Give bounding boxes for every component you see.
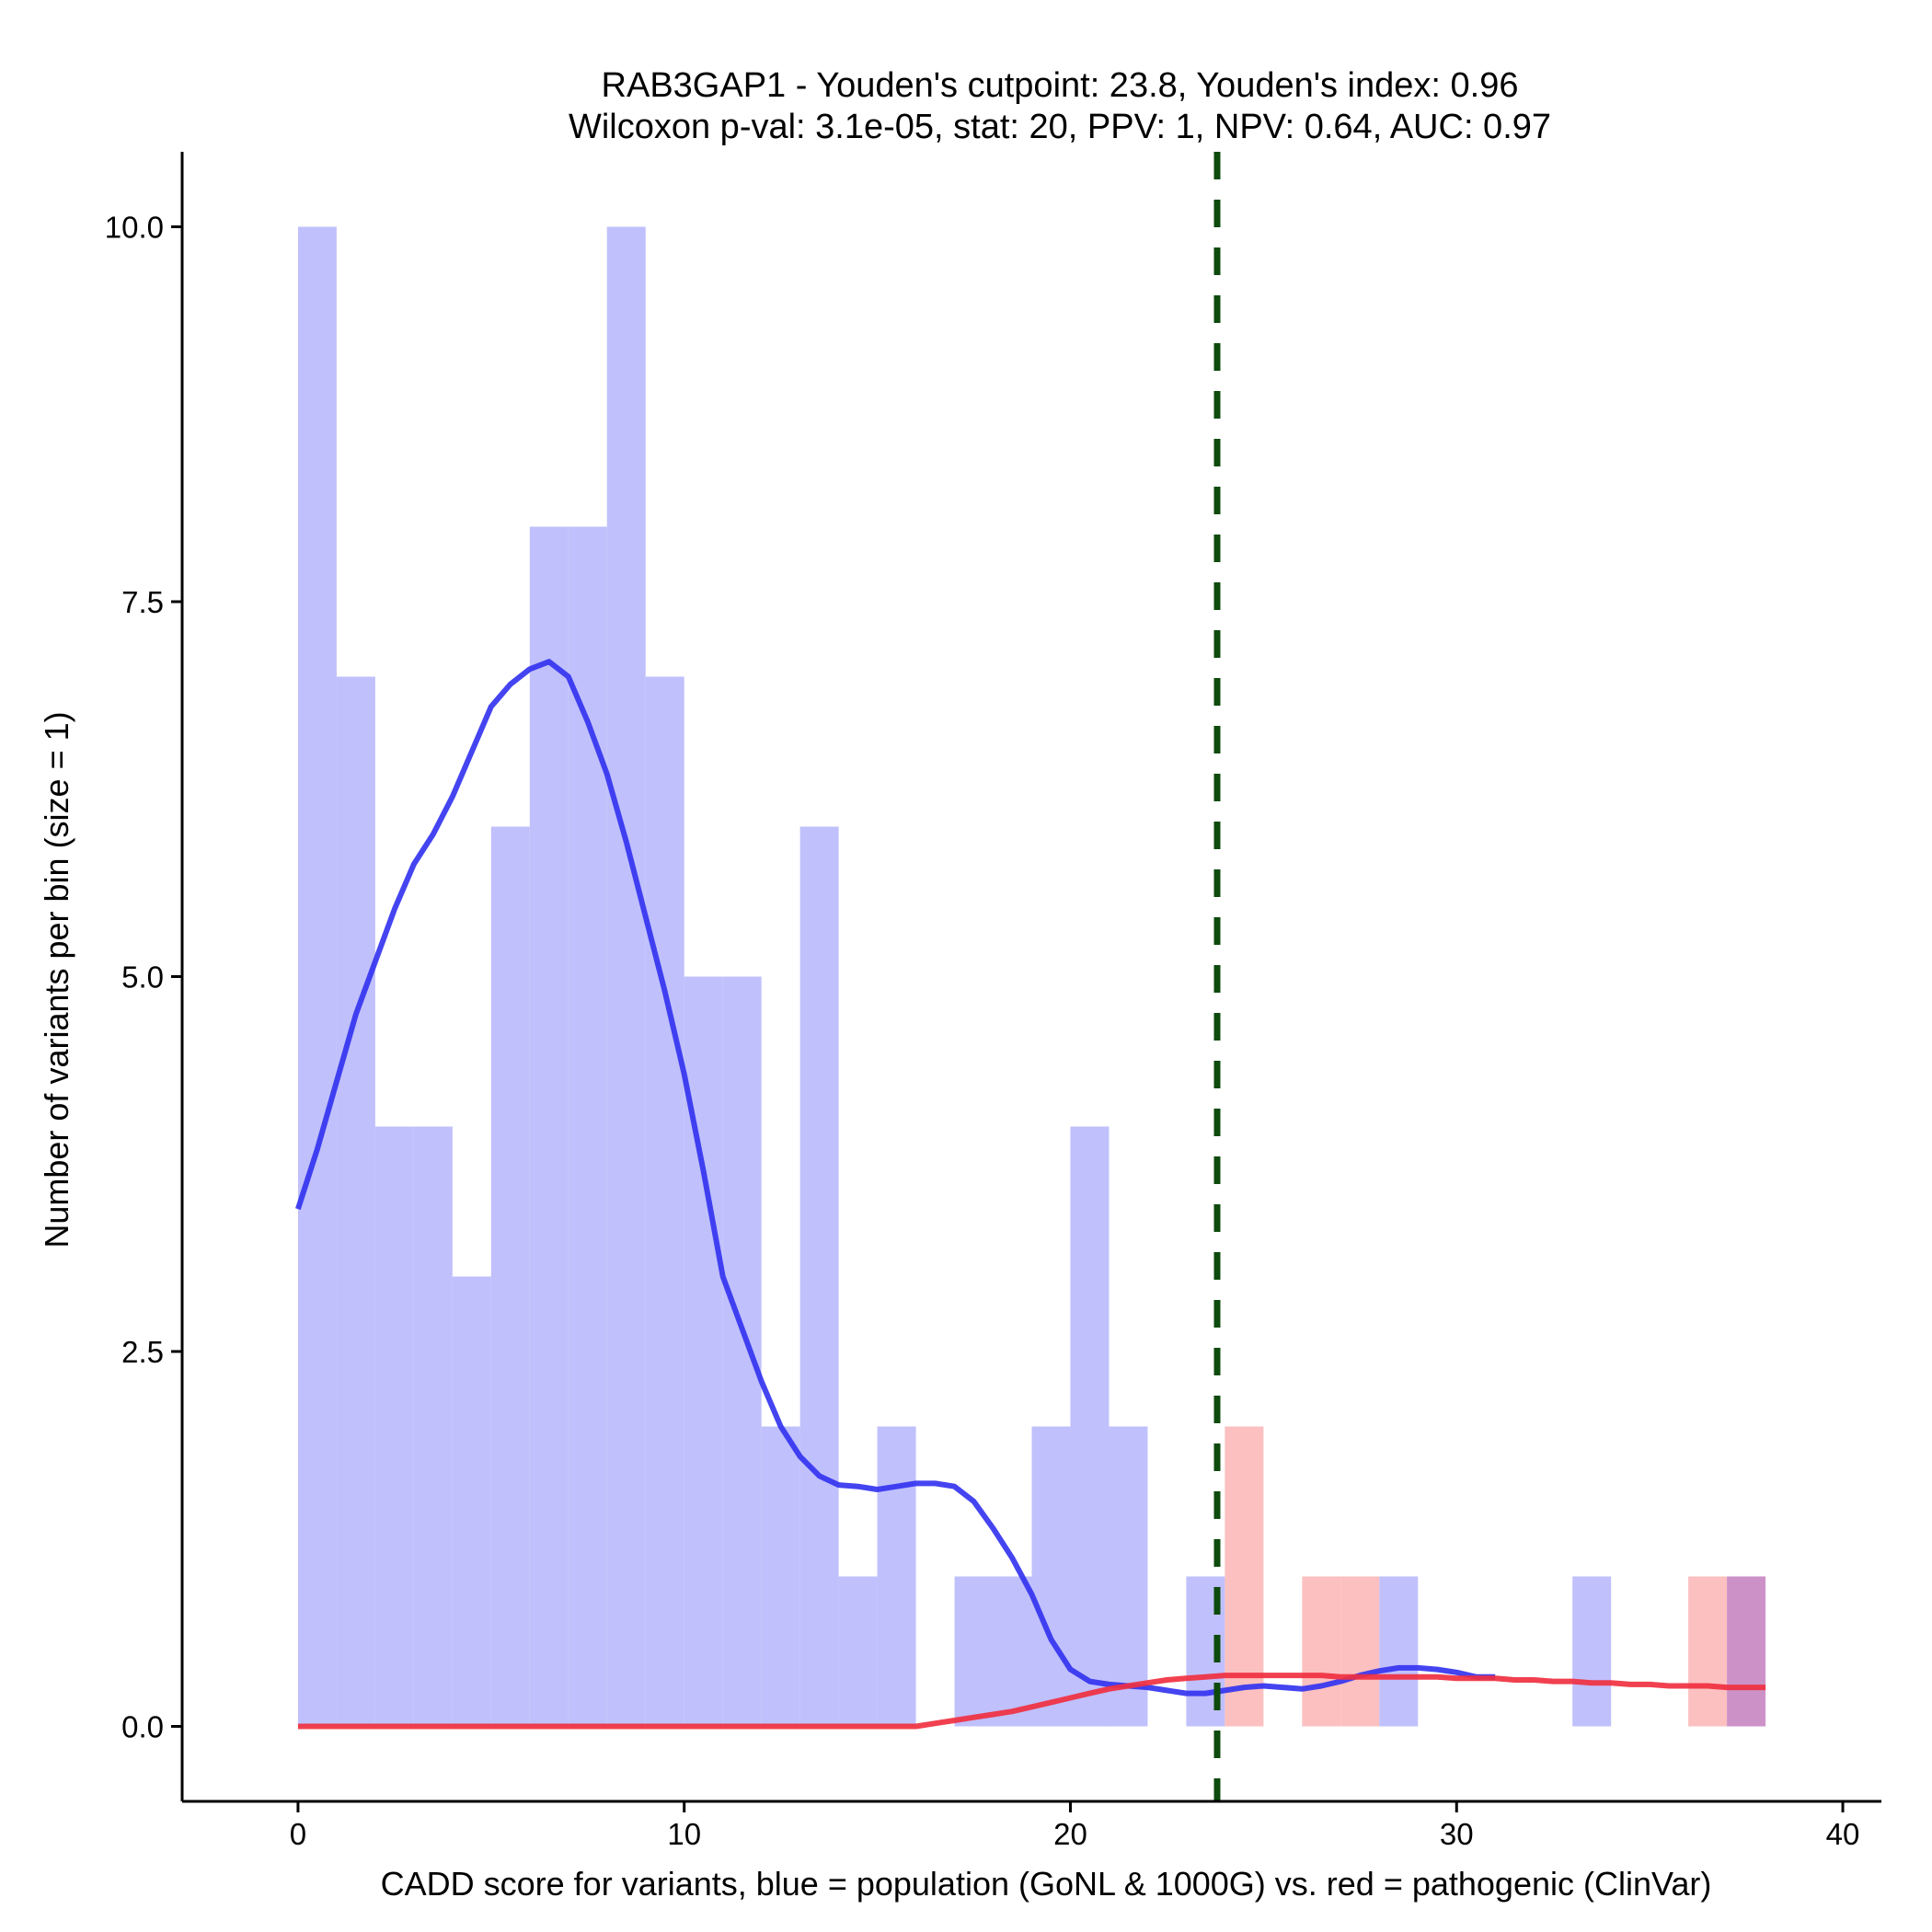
histogram-bars (297, 226, 1766, 1727)
y-tick-label: 0.0 (121, 1710, 164, 1744)
population-bar (954, 1576, 994, 1727)
y-tick-label: 7.5 (121, 585, 164, 619)
y-tick-label: 5.0 (121, 960, 164, 995)
x-tick-label: 10 (667, 1817, 701, 1851)
population-bar (568, 526, 607, 1727)
pathogenic-bar (1302, 1576, 1341, 1727)
population-bar (799, 826, 839, 1727)
pathogenic-bar (1688, 1576, 1728, 1727)
population-bar (529, 526, 569, 1727)
y-tick-label: 10.0 (105, 211, 164, 245)
pathogenic-density-curve (297, 1673, 1766, 1730)
population-bar (297, 226, 337, 1727)
population-bar (606, 226, 646, 1727)
x-axis-label: CADD score for variants, blue = populati… (381, 1865, 1712, 1903)
population-bar (1031, 1426, 1071, 1727)
pathogenic-bar (1225, 1426, 1264, 1727)
y-tick-label: 2.5 (121, 1335, 164, 1369)
population-density-curve (295, 659, 1496, 1696)
population-bar (684, 976, 723, 1727)
population-bar (413, 1126, 453, 1727)
density-curves (295, 659, 1766, 1730)
population-bar (1070, 1126, 1110, 1727)
population-bar (645, 676, 684, 1727)
population-bar (877, 1426, 916, 1727)
population-bar (452, 1276, 491, 1727)
chart-title-line1: RAB3GAP1 - Youden's cutpoint: 23.8, Youd… (602, 66, 1519, 105)
population-bar (761, 1426, 800, 1727)
population-bar (1379, 1576, 1419, 1727)
population-bar (1109, 1426, 1148, 1727)
population-bar (993, 1576, 1032, 1727)
population-bar (336, 676, 375, 1727)
population-bar (374, 1126, 414, 1727)
x-tick-label: 30 (1440, 1817, 1474, 1851)
pathogenic-bar (1340, 1576, 1380, 1727)
population-bar (838, 1576, 878, 1727)
population-bar (1572, 1576, 1612, 1727)
x-tick-label: 20 (1053, 1817, 1087, 1851)
overlap-bar (1727, 1576, 1766, 1727)
chart-title-line2: Wilcoxon p-val: 3.1e-05, stat: 20, PPV: … (569, 108, 1551, 146)
x-tick-label: 40 (1826, 1817, 1860, 1851)
x-tick-label: 0 (290, 1817, 306, 1851)
population-bar (490, 826, 530, 1727)
y-axis-label: Number of variants per bin (size = 1) (38, 711, 75, 1248)
population-bar (722, 976, 762, 1727)
axes: 0 10 20 30 40 0.0 2.5 5.0 7.5 10.0 (105, 152, 1881, 1851)
